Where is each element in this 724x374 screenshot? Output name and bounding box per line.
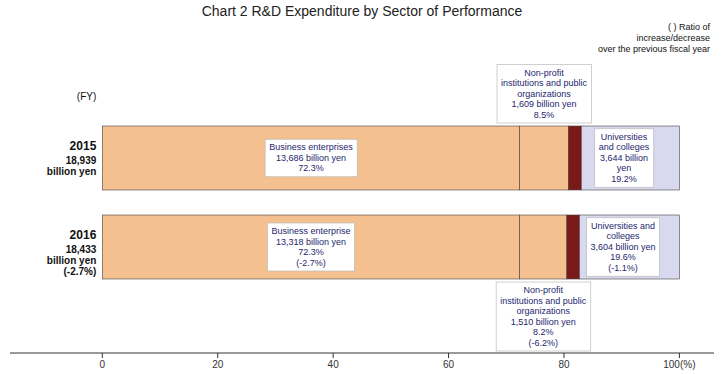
box-label: Universities andcolleges3,604 billion ye… — [591, 221, 656, 273]
box-label-line: 19.2% — [611, 174, 637, 184]
box-label-line: Business enterprises — [269, 142, 353, 152]
label-box — [496, 282, 591, 351]
box-label-line: 8.2% — [533, 327, 554, 337]
x-tick — [102, 353, 103, 358]
box-label-line: Non-profit — [524, 68, 564, 78]
box-label-line: Universities and — [591, 221, 655, 231]
box-label-line: 19.6% — [610, 252, 636, 262]
bar-segment — [581, 126, 679, 190]
x-tick — [217, 353, 218, 358]
bar-segment — [567, 215, 580, 279]
label-box — [267, 223, 354, 271]
bars — [102, 126, 679, 279]
x-tick — [333, 353, 334, 358]
box-label-line: Universities — [601, 132, 648, 142]
fy-label-line: (FY) — [77, 91, 96, 102]
box-label: Universitiesand colleges3,644 billionyen… — [599, 132, 650, 184]
total-label-line: billion yen — [47, 255, 96, 266]
bar-segment — [520, 215, 567, 279]
note: ( ) Ratio ofincrease/decreaseover the pr… — [598, 22, 711, 54]
label-box — [595, 129, 654, 188]
fy-label: (FY) — [77, 91, 96, 102]
box-label-line: 3,644 billion — [600, 153, 648, 163]
note-line: ( ) Ratio of — [668, 22, 711, 32]
box-label-line: 8.5% — [534, 110, 555, 120]
x-tick-label: 100(%) — [663, 359, 695, 370]
x-tick-label: 20 — [212, 359, 224, 370]
total-label-line: (-2.7%) — [64, 266, 97, 277]
x-tick — [448, 353, 449, 358]
note-line: over the previous fiscal year — [598, 44, 710, 54]
note-line: increase/decrease — [636, 33, 710, 43]
box-label-line: yen — [617, 163, 632, 173]
box-label-line: colleges — [607, 231, 641, 241]
box-label-line: 72.3% — [298, 163, 324, 173]
x-axis — [10, 353, 714, 354]
box-label-line: (-2.7%) — [296, 258, 326, 268]
box-label-line: Business enterprise — [271, 226, 350, 236]
total-label-line: 18,939 — [66, 155, 97, 166]
box-label-line: institutions and public — [500, 296, 587, 306]
label-box — [497, 65, 592, 124]
total-label: 18,433billion yen(-2.7%) — [47, 244, 97, 277]
box-label-line: Non-profit — [523, 285, 563, 295]
box-label-line: 3,604 billion yen — [591, 242, 656, 252]
box-label-line: 13,686 billion yen — [276, 153, 346, 163]
box-label: Non-profitinstitutions and publicorganiz… — [501, 68, 588, 120]
box-label-line: institutions and public — [501, 78, 588, 88]
title: Chart 2 R&D Expenditure by Sector of Per… — [202, 3, 523, 19]
total-label-line: billion yen — [47, 166, 96, 177]
bar-segment — [102, 215, 519, 279]
box-label-line: organizations — [516, 306, 570, 316]
box-label: Business enterprises13,686 billion yen72… — [269, 142, 353, 173]
x-tick — [679, 353, 680, 358]
bar-segment — [520, 126, 569, 190]
bar-segment — [102, 126, 519, 190]
x-tick-label: 80 — [558, 359, 570, 370]
box-label: Non-profitinstitutions and publicorganiz… — [500, 285, 587, 348]
x-tick — [563, 353, 564, 358]
bar-segment — [569, 126, 582, 190]
box-label-line: (-1.1%) — [608, 263, 638, 273]
bar-segment — [580, 215, 680, 279]
box-label-line: organizations — [517, 89, 571, 99]
box-label: Business enterprise13,318 billion yen72.… — [271, 226, 350, 268]
box-label-line: 13,318 billion yen — [276, 237, 346, 247]
total-label-line: 18,433 — [66, 244, 97, 255]
category-label: 2016 — [70, 228, 97, 242]
box-label-line: 72.3% — [298, 247, 324, 257]
chart: Chart 2 R&D Expenditure by Sector of Per… — [0, 0, 724, 374]
total-label: 18,939billion yen — [47, 155, 97, 177]
x-tick-label: 60 — [443, 359, 455, 370]
box-label-line: (-6.2%) — [528, 338, 558, 348]
x-tick-label: 40 — [328, 359, 340, 370]
category-label: 2015 — [70, 139, 97, 153]
box-label-line: 1,609 billion yen — [512, 99, 577, 109]
box-label-line: and colleges — [599, 142, 650, 152]
label-box — [587, 218, 660, 277]
box-label-line: 1,510 billion yen — [511, 317, 576, 327]
x-tick-label: 0 — [100, 359, 106, 370]
label-box — [265, 139, 357, 177]
